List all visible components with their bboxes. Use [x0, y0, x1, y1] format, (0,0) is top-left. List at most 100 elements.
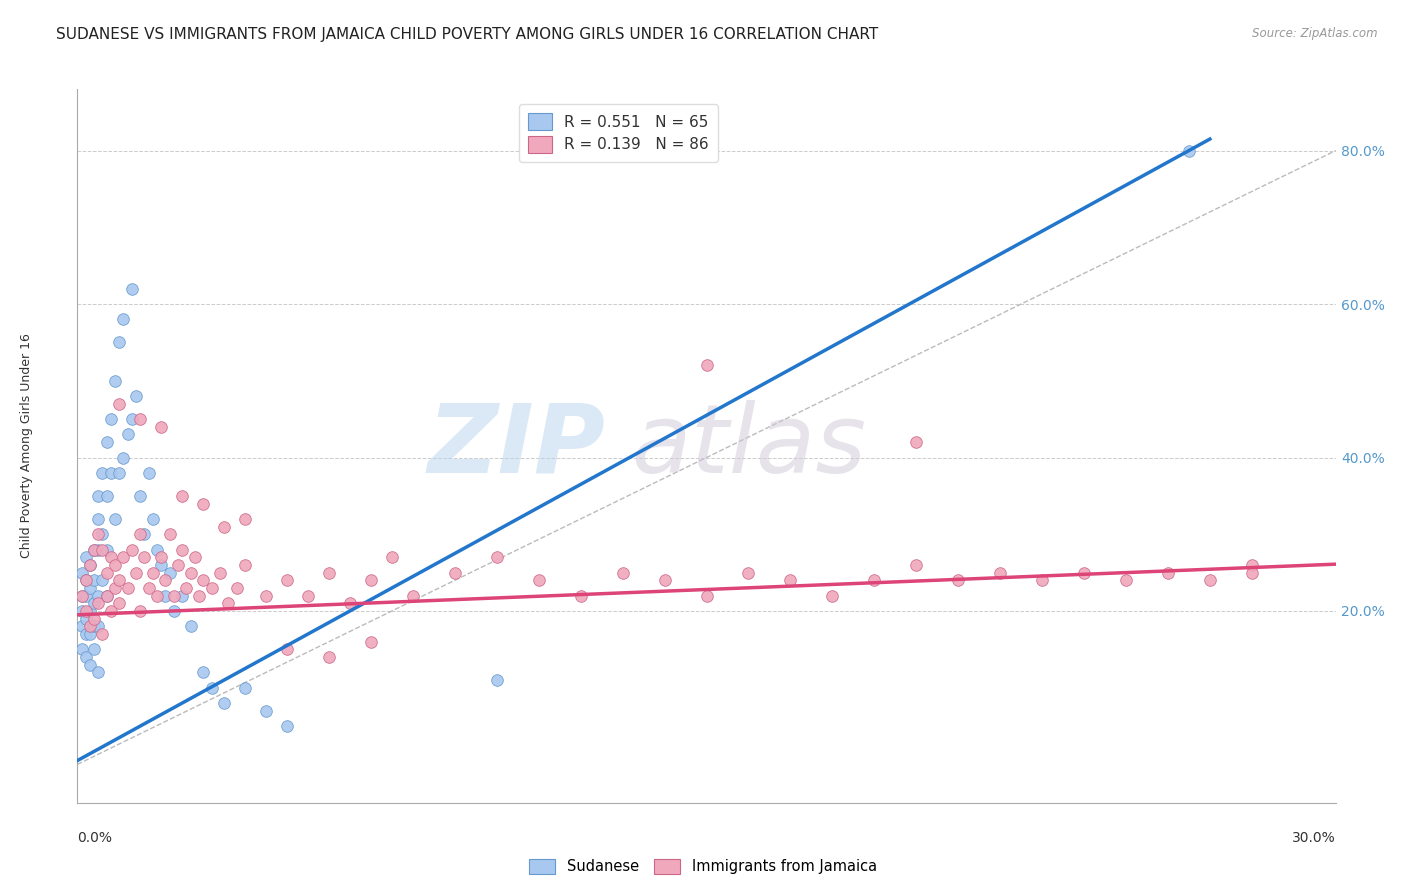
- Point: [276, 719, 298, 733]
- Point: [254, 589, 277, 603]
- Point: [91, 627, 114, 641]
- Point: [83, 642, 105, 657]
- Point: [91, 542, 114, 557]
- Point: [172, 489, 194, 503]
- Point: [163, 604, 186, 618]
- Point: [737, 566, 759, 580]
- Point: [112, 550, 135, 565]
- Point: [79, 558, 101, 572]
- Point: [83, 542, 105, 557]
- Point: [180, 619, 202, 633]
- Point: [905, 435, 928, 450]
- Point: [108, 466, 131, 480]
- Point: [125, 389, 148, 403]
- Point: [1115, 574, 1137, 588]
- Point: [83, 612, 105, 626]
- Point: [905, 558, 928, 572]
- Point: [79, 558, 101, 572]
- Text: SUDANESE VS IMMIGRANTS FROM JAMAICA CHILD POVERTY AMONG GIRLS UNDER 16 CORRELATI: SUDANESE VS IMMIGRANTS FROM JAMAICA CHIL…: [56, 27, 879, 42]
- Point: [612, 566, 634, 580]
- Legend: R = 0.551   N = 65, R = 0.139   N = 86: R = 0.551 N = 65, R = 0.139 N = 86: [519, 104, 718, 161]
- Point: [167, 558, 190, 572]
- Point: [159, 566, 181, 580]
- Text: ZIP: ZIP: [427, 400, 606, 492]
- Point: [112, 312, 135, 326]
- Point: [104, 581, 127, 595]
- Point: [150, 550, 173, 565]
- Point: [87, 512, 110, 526]
- Point: [159, 527, 181, 541]
- Point: [75, 612, 97, 626]
- Point: [121, 282, 143, 296]
- Point: [70, 619, 93, 633]
- Point: [696, 589, 718, 603]
- Point: [129, 412, 152, 426]
- Point: [988, 566, 1011, 580]
- Point: [142, 512, 165, 526]
- Point: [112, 450, 135, 465]
- Point: [125, 566, 148, 580]
- Point: [696, 359, 718, 373]
- Point: [184, 550, 207, 565]
- Point: [87, 619, 110, 633]
- Point: [75, 574, 97, 588]
- Point: [188, 589, 211, 603]
- Point: [75, 574, 97, 588]
- Point: [134, 527, 156, 541]
- Point: [96, 566, 118, 580]
- Point: [138, 466, 160, 480]
- Point: [200, 581, 222, 595]
- Point: [87, 665, 110, 680]
- Point: [212, 519, 235, 533]
- Point: [75, 604, 97, 618]
- Point: [150, 558, 173, 572]
- Point: [96, 542, 118, 557]
- Point: [146, 589, 169, 603]
- Point: [104, 374, 127, 388]
- Point: [200, 681, 222, 695]
- Point: [339, 596, 361, 610]
- Point: [381, 550, 404, 565]
- Point: [155, 589, 177, 603]
- Point: [91, 574, 114, 588]
- Point: [129, 604, 152, 618]
- Point: [96, 589, 118, 603]
- Point: [79, 627, 101, 641]
- Point: [75, 650, 97, 665]
- Point: [821, 589, 844, 603]
- Point: [70, 642, 93, 657]
- Point: [1157, 566, 1180, 580]
- Point: [1073, 566, 1095, 580]
- Point: [87, 527, 110, 541]
- Point: [134, 550, 156, 565]
- Point: [276, 574, 298, 588]
- Point: [779, 574, 801, 588]
- Point: [79, 604, 101, 618]
- Legend: Sudanese, Immigrants from Jamaica: Sudanese, Immigrants from Jamaica: [523, 853, 883, 880]
- Point: [1240, 558, 1263, 572]
- Point: [654, 574, 676, 588]
- Point: [402, 589, 425, 603]
- Point: [87, 489, 110, 503]
- Point: [83, 619, 105, 633]
- Point: [121, 412, 143, 426]
- Point: [75, 550, 97, 565]
- Point: [163, 589, 186, 603]
- Point: [79, 619, 101, 633]
- Point: [172, 589, 194, 603]
- Point: [70, 589, 93, 603]
- Point: [150, 419, 173, 434]
- Text: atlas: atlas: [631, 400, 866, 492]
- Point: [1199, 574, 1222, 588]
- Point: [233, 681, 256, 695]
- Point: [225, 581, 247, 595]
- Point: [100, 604, 122, 618]
- Point: [863, 574, 886, 588]
- Point: [176, 581, 198, 595]
- Point: [172, 542, 194, 557]
- Point: [83, 596, 105, 610]
- Point: [75, 589, 97, 603]
- Point: [138, 581, 160, 595]
- Point: [100, 466, 122, 480]
- Point: [191, 574, 215, 588]
